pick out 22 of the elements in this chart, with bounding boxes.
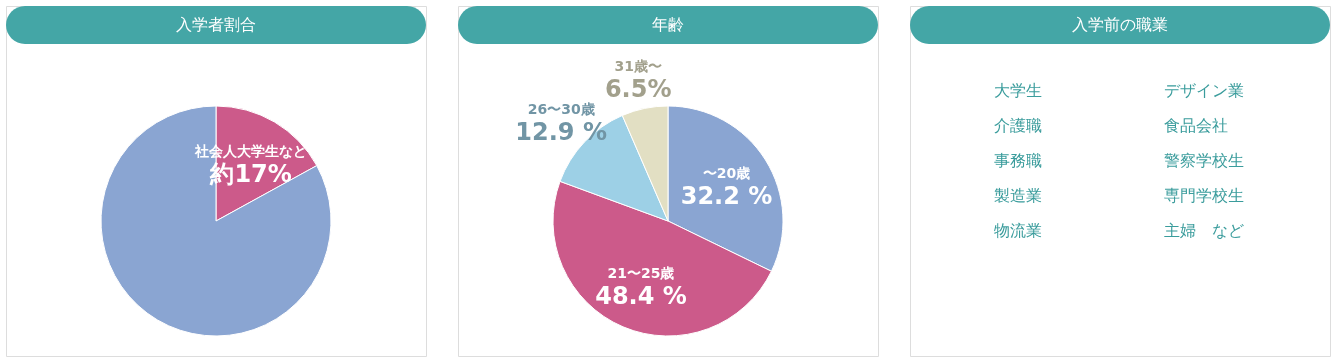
text: 介護職 [994,116,1042,135]
text: 警察学校生 [1164,151,1244,170]
chart-title: 年齢 [652,15,684,34]
data-label: 48.4 % [595,282,687,311]
data-label: 6.5% [604,75,672,104]
text: 物流業 [994,221,1042,240]
text: 主婦 など [1164,221,1244,240]
chart-title: 入学者割合 [176,15,256,34]
text: 専門学校生 [1164,186,1244,205]
text: 製造業 [994,186,1042,205]
text: デザイン業 [1164,81,1244,100]
slice-label: 26〜30歳 [527,101,595,118]
pie-slice [100,105,332,337]
slice-label: 21〜25歳 [607,265,675,282]
data-label: 32.2 % [680,182,773,211]
text: 入学前の職業 [1072,15,1168,34]
text: 事務職 [994,151,1042,170]
slice-label: 31歳〜 [614,58,662,75]
slice-label: 〜20歳 [702,165,751,182]
text: 食品会社 [1164,116,1228,135]
data-label: 12.9 % [515,118,607,147]
text: 大学生 [994,81,1042,100]
